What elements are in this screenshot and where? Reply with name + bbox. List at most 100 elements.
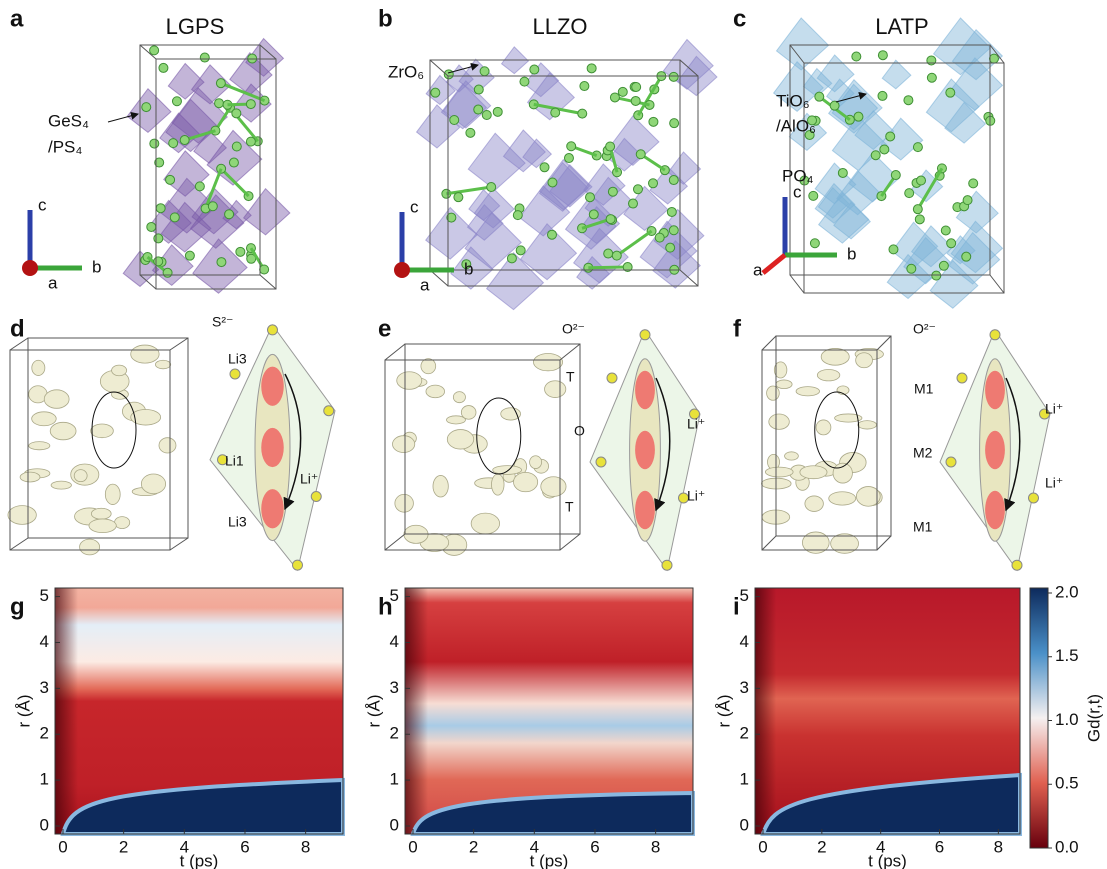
label: /AlO₆ — [776, 116, 816, 135]
atom — [208, 202, 217, 211]
label: 0 — [40, 815, 49, 834]
label: 4 — [740, 632, 749, 651]
atom — [260, 265, 269, 274]
isosurface — [131, 345, 159, 363]
atom — [927, 56, 936, 65]
atom — [878, 91, 887, 100]
cell-edge — [170, 538, 188, 550]
atom — [913, 143, 922, 152]
atom — [431, 88, 440, 97]
isosurface — [785, 452, 799, 460]
atom — [606, 215, 615, 224]
label: Li3 — [228, 514, 247, 530]
li-density — [985, 431, 1005, 469]
polyhedron — [882, 60, 911, 89]
atom — [547, 230, 556, 239]
page: aLGPSGeS₄/PS₄cabbLLZOZrO₆cabcLATPTiO₆/Al… — [0, 0, 1107, 869]
label: ZrO₆ — [388, 62, 424, 81]
atom — [606, 142, 615, 151]
label: /PS₄ — [48, 137, 82, 156]
label: O²⁻ — [913, 321, 936, 337]
atom — [649, 117, 658, 126]
li-density — [261, 367, 284, 406]
atom — [927, 73, 936, 82]
atom — [180, 136, 189, 145]
atom — [962, 252, 971, 261]
label: T — [565, 499, 574, 515]
label: g — [10, 593, 25, 620]
colorbar-label: Gd(r,t) — [1084, 694, 1103, 742]
atom — [604, 249, 613, 258]
atom — [147, 222, 156, 231]
isosurface — [89, 519, 116, 533]
atom — [480, 67, 489, 76]
label: 8 — [651, 837, 660, 856]
li-density — [261, 489, 284, 528]
cell-edge — [10, 538, 28, 550]
figure: aLGPSGeS₄/PS₄cabbLLZOZrO₆cabcLATPTiO₆/Al… — [0, 0, 1107, 869]
anion — [324, 406, 334, 416]
axis-arrow — [394, 262, 410, 278]
atom — [454, 193, 463, 202]
atom — [636, 150, 645, 159]
label: 1 — [740, 770, 749, 789]
atom — [632, 82, 641, 91]
atom — [217, 258, 226, 267]
label: 1.0 — [1055, 710, 1079, 729]
atom — [989, 54, 998, 63]
anion — [1012, 560, 1022, 570]
isosurface — [501, 408, 521, 420]
cell-edge — [170, 338, 188, 350]
cell-edge — [385, 534, 405, 550]
axis-arrow — [763, 255, 785, 273]
atom — [946, 88, 955, 97]
atom — [578, 109, 587, 118]
atom — [150, 139, 159, 148]
atom — [907, 264, 916, 273]
anion — [662, 560, 672, 570]
isosurface — [446, 416, 465, 424]
li-density — [635, 371, 655, 409]
atom — [586, 193, 595, 202]
atom — [450, 116, 459, 125]
atom — [667, 207, 676, 216]
anion — [640, 330, 650, 340]
atom — [216, 79, 225, 88]
isosurface — [513, 472, 537, 491]
atom — [947, 239, 956, 248]
atom — [513, 211, 522, 220]
atom — [669, 226, 678, 235]
isosurface — [80, 539, 100, 555]
atom — [871, 151, 880, 160]
atom — [507, 254, 516, 263]
label: b — [378, 5, 393, 32]
anion — [311, 492, 321, 502]
atom — [886, 132, 895, 141]
label: 8 — [301, 837, 310, 856]
atom — [941, 226, 950, 235]
label: c — [793, 182, 802, 201]
isosurface — [796, 387, 819, 396]
atom — [215, 99, 224, 108]
label: TiO₆ — [776, 91, 810, 110]
li-density — [261, 428, 284, 467]
atom — [669, 176, 678, 185]
atom — [905, 189, 914, 198]
atom — [564, 154, 573, 163]
isosurface — [105, 484, 120, 504]
atom — [154, 257, 163, 266]
isosurface — [433, 475, 448, 497]
isosurface — [50, 422, 76, 439]
label: 2 — [390, 724, 399, 743]
isosurface — [74, 470, 87, 482]
label: t (ps) — [180, 851, 219, 869]
atom — [520, 77, 529, 86]
atom — [200, 53, 209, 62]
isosurface — [545, 381, 566, 398]
isosurface — [765, 467, 793, 477]
li-density — [985, 371, 1005, 409]
label: 2.0 — [1055, 582, 1079, 601]
cell-edge — [990, 275, 1004, 293]
anion — [957, 373, 967, 383]
isosurface — [8, 506, 36, 525]
